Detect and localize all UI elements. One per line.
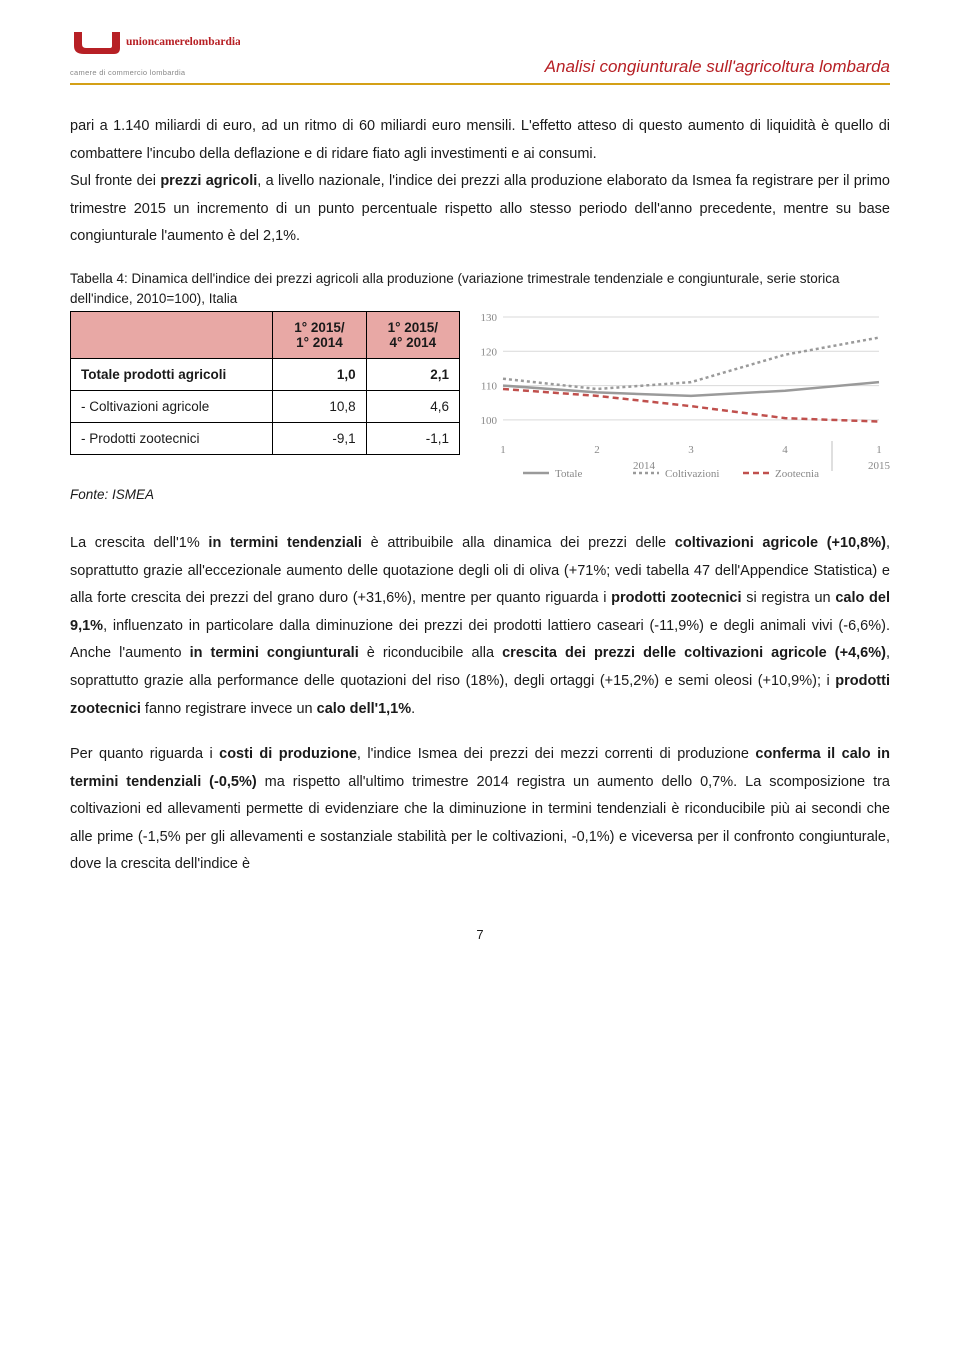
document-title: Analisi congiunturale sull'agricoltura l… — [545, 57, 890, 77]
text-bold: prodotti zootecnici — [611, 590, 741, 606]
logo-icon: unioncamerelombardia — [70, 28, 240, 66]
table-row: - Coltivazioni agricole 10,8 4,6 — [71, 391, 460, 423]
text-bold: prezzi agricoli — [160, 173, 257, 189]
table-header-col2: 1° 2015/ 4° 2014 — [366, 312, 459, 359]
text: . — [411, 701, 415, 717]
text: La crescita dell'1% — [70, 535, 208, 551]
text-bold: costi di produzione — [219, 746, 357, 762]
svg-text:2015: 2015 — [868, 460, 890, 472]
price-index-table: 1° 2015/ 1° 2014 1° 2015/ 4° 2014 Totale… — [70, 311, 460, 455]
text: fanno registrare invece un — [141, 701, 317, 717]
svg-text:Zootecnia: Zootecnia — [775, 468, 819, 480]
source-citation: Fonte: ISMEA — [70, 487, 890, 502]
svg-text:4: 4 — [782, 444, 788, 456]
text-bold: crescita dei prezzi delle coltivazioni a… — [502, 645, 886, 661]
cell-value: 1,0 — [273, 359, 366, 391]
table-caption: Tabella 4: Dinamica dell'indice dei prez… — [70, 269, 890, 310]
svg-text:1: 1 — [876, 444, 882, 456]
text: 1° 2015/ — [294, 320, 344, 335]
logo-subtitle: camere di commercio lombardia — [70, 68, 240, 77]
text-bold: calo dell'1,1% — [317, 701, 412, 717]
cell-label: - Prodotti zootecnici — [71, 423, 273, 455]
svg-text:130: 130 — [481, 312, 498, 324]
cell-value: 2,1 — [366, 359, 459, 391]
text: è attribuibile alla dinamica dei prezzi … — [362, 535, 675, 551]
text: è riconducibile alla — [359, 645, 502, 661]
paragraph-intro: pari a 1.140 miliardi di euro, ad un rit… — [70, 113, 890, 251]
cell-label: Totale prodotti agricoli — [71, 359, 273, 391]
cell-value: -9,1 — [273, 423, 366, 455]
table-row: Totale prodotti agricoli 1,0 2,1 — [71, 359, 460, 391]
table-header-col1: 1° 2015/ 1° 2014 — [273, 312, 366, 359]
price-index-chart: 100 110 120 130 1 2 3 4 1 2014 2015 Totale Coltivazi… — [468, 311, 890, 481]
text: pari a 1.140 miliardi di euro, ad un rit… — [70, 118, 890, 162]
text: 4° 2014 — [389, 335, 436, 350]
svg-text:3: 3 — [688, 444, 694, 456]
cell-value: 4,6 — [366, 391, 459, 423]
text-bold: coltivazioni agricole (+10,8%) — [675, 535, 886, 551]
text: , l'indice Ismea dei prezzi dei mezzi co… — [357, 746, 756, 762]
text-bold: in termini tendenziali — [208, 535, 362, 551]
paragraph-analysis-2: Per quanto riguarda i costi di produzion… — [70, 741, 890, 879]
svg-text:Totale: Totale — [555, 468, 582, 480]
logo-text: unioncamerelombardia — [126, 36, 240, 48]
table-row: - Prodotti zootecnici -9,1 -1,1 — [71, 423, 460, 455]
svg-text:Coltivazioni: Coltivazioni — [665, 468, 719, 480]
text: 1° 2014 — [296, 335, 343, 350]
logo: unioncamerelombardia camere di commercio… — [70, 28, 240, 77]
cell-value: 10,8 — [273, 391, 366, 423]
svg-text:2: 2 — [594, 444, 600, 456]
svg-text:100: 100 — [481, 415, 498, 427]
svg-text:120: 120 — [481, 347, 498, 359]
paragraph-analysis-1: La crescita dell'1% in termini tendenzia… — [70, 530, 890, 723]
text-bold: in termini congiunturali — [190, 645, 359, 661]
page-header: unioncamerelombardia camere di commercio… — [70, 28, 890, 85]
svg-text:1: 1 — [500, 444, 506, 456]
text: Sul fronte dei — [70, 173, 160, 189]
svg-text:110: 110 — [481, 381, 498, 393]
text: 1° 2015/ — [388, 320, 438, 335]
cell-label: - Coltivazioni agricole — [71, 391, 273, 423]
text: si registra un — [742, 590, 836, 606]
page-number: 7 — [70, 927, 890, 942]
cell-value: -1,1 — [366, 423, 459, 455]
svg-text:2014: 2014 — [633, 460, 656, 472]
text: Per quanto riguarda i — [70, 746, 219, 762]
